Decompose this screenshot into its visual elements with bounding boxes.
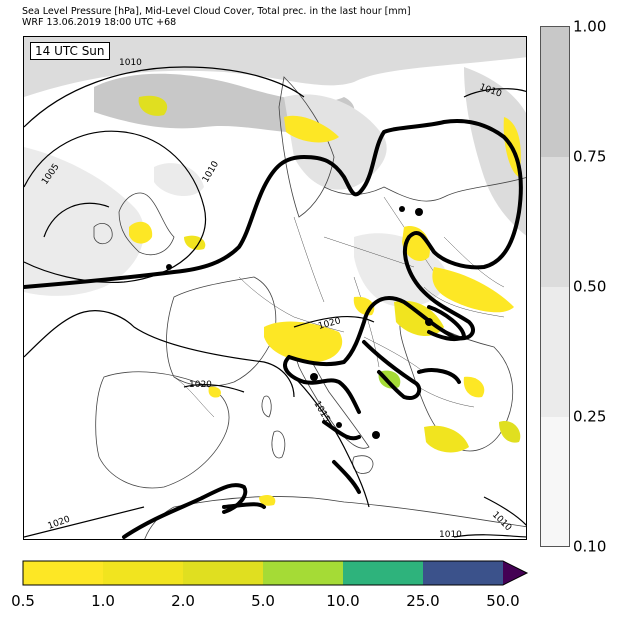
precip-band-2 xyxy=(183,561,263,585)
precip-tick-label: 10.0 xyxy=(326,592,360,610)
isobar-label: 1015 xyxy=(311,400,331,425)
cloud-band-025-050 xyxy=(541,287,569,417)
forecast-time-label: 14 UTC Sun xyxy=(30,42,110,60)
cloud-tick-label: 1.00 xyxy=(573,17,607,36)
precip-tick-label: 5.0 xyxy=(251,592,275,610)
cloud-cover-layer xyxy=(24,37,526,355)
isobar-label: 1010 xyxy=(201,159,221,184)
cloud-tick-label: 0.75 xyxy=(573,147,607,166)
cloud-band-010-025 xyxy=(541,417,569,546)
isobar-label: 1020 xyxy=(189,380,212,390)
precip-band-0 xyxy=(23,561,103,585)
precip-tick-label: 2.0 xyxy=(171,592,195,610)
map-canvas: 1010 1010 1005 1010 1020 1020 1015 1020 … xyxy=(24,37,526,540)
isobar-label: 1010 xyxy=(439,530,462,540)
precip-band-5 xyxy=(423,561,503,585)
cloud-band-075-100 xyxy=(541,27,569,157)
cloud-band-050-075 xyxy=(541,157,569,287)
thin-isobars xyxy=(24,66,526,538)
cloud-tick-label: 0.50 xyxy=(573,277,607,296)
precipitation-colorbar xyxy=(22,560,529,586)
precip-tick-label: 0.5 xyxy=(11,592,35,610)
precip-band-3 xyxy=(263,561,343,585)
precip-band-4 xyxy=(343,561,423,585)
precip-tick-label: 25.0 xyxy=(406,592,440,610)
precip-extend-arrow xyxy=(503,561,527,585)
weather-map: 1010 1010 1005 1010 1020 1020 1015 1020 … xyxy=(23,36,527,540)
precip-tick-label: 1.0 xyxy=(91,592,115,610)
map-title-line-1: Sea Level Pressure [hPa], Mid-Level Clou… xyxy=(22,6,411,17)
bold-isobar-blobs xyxy=(166,206,433,439)
precip-bar-outline xyxy=(22,560,529,586)
cloud-tick-label: 0.10 xyxy=(573,537,607,556)
precip-tick-label: 50.0 xyxy=(486,592,520,610)
cloud-tick-label: 0.25 xyxy=(573,407,607,426)
isobar-label: 1010 xyxy=(119,58,142,68)
precipitation-layer xyxy=(129,95,521,506)
map-title-line-2: WRF 13.06.2019 18:00 UTC +68 xyxy=(22,17,177,28)
isobar-label: 1020 xyxy=(47,514,72,531)
cloud-cover-colorbar xyxy=(540,26,570,547)
precip-band-1 xyxy=(103,561,183,585)
